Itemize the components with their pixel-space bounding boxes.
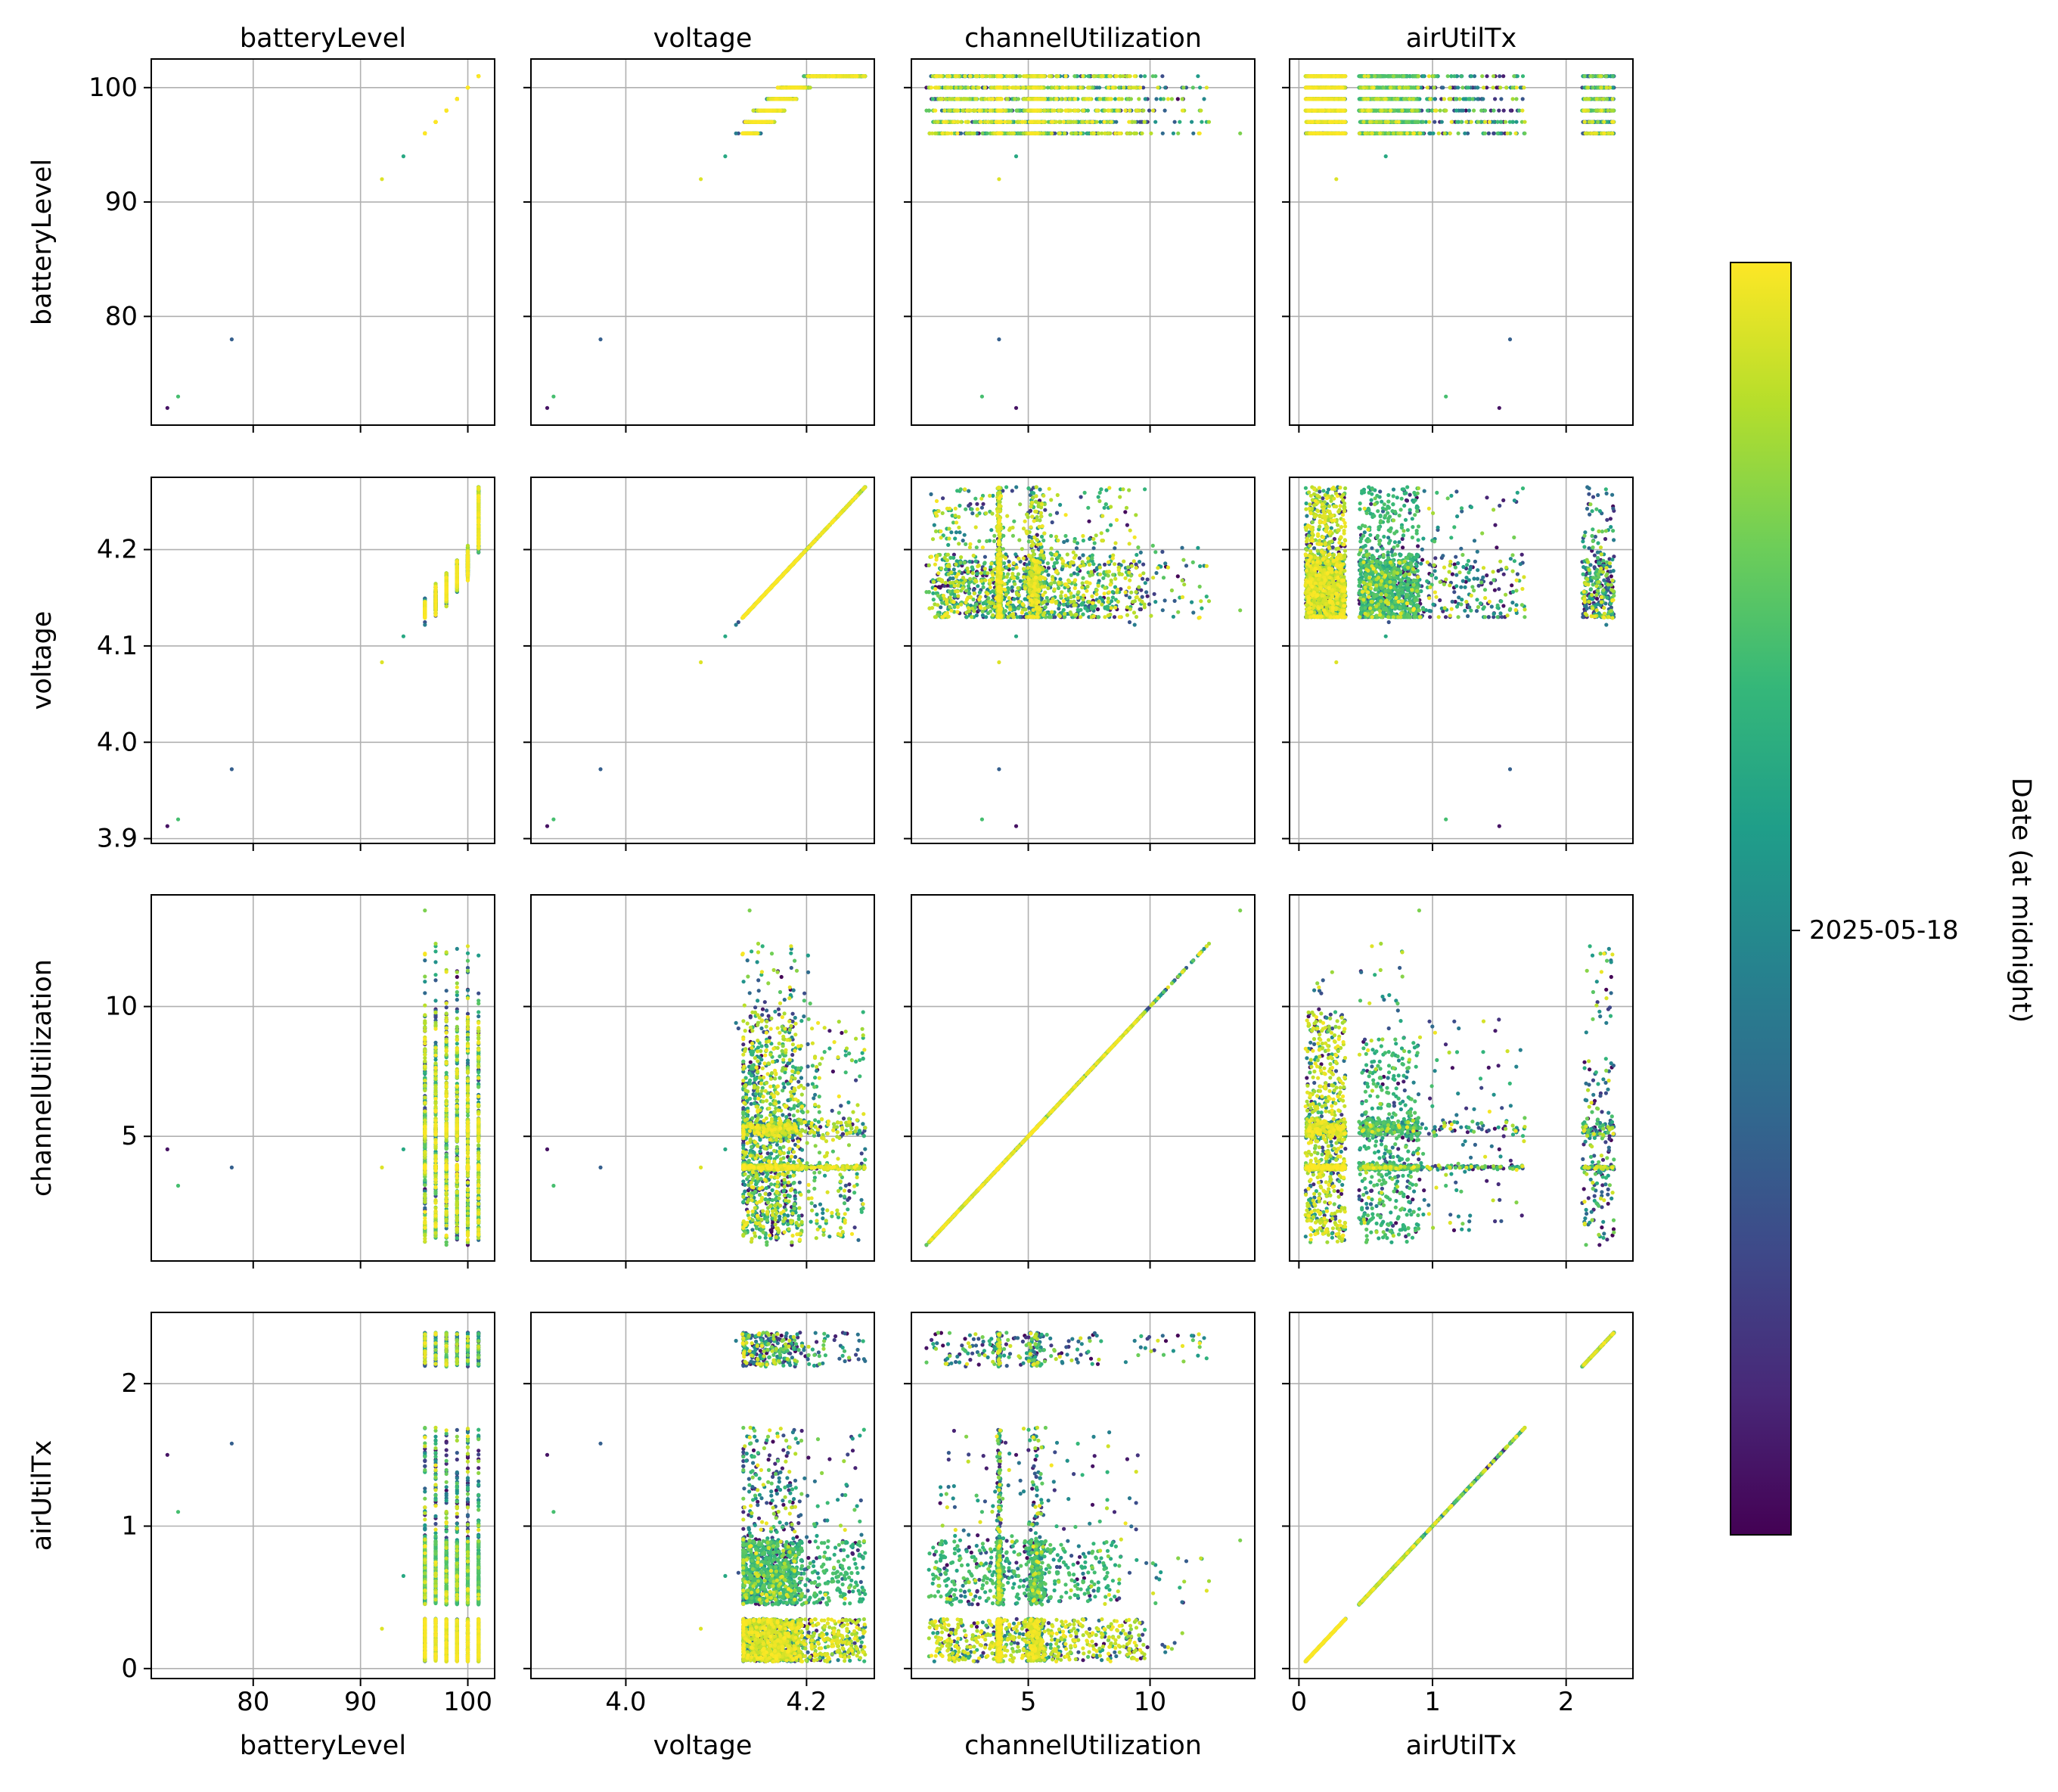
panel-batteryLevel-vs-voltage: voltage (523, 23, 875, 433)
scatter-point (444, 108, 449, 113)
scatter-point (734, 131, 738, 135)
column-title: batteryLevel (240, 23, 406, 54)
y-tick-label: 80 (105, 301, 138, 331)
panel-frame (151, 58, 495, 426)
scatter-point (455, 97, 459, 101)
gridlines (151, 59, 495, 425)
scatter-point (545, 405, 550, 410)
y-tick-label: 100 (88, 73, 138, 103)
panel-batteryLevel-vs-batteryLevel: 80 90 100 batteryLevel batteryLevel (27, 23, 495, 433)
scatter-point (175, 394, 181, 399)
scatter-point (465, 85, 470, 90)
scatter-point (423, 131, 427, 135)
scatter-points (545, 74, 868, 410)
scatter-point (401, 154, 406, 159)
scatter-point (380, 177, 384, 182)
scatter-point (551, 394, 556, 399)
y-axis-label: batteryLevel (27, 159, 57, 325)
scatter-point (723, 154, 728, 159)
gridlines (531, 59, 874, 425)
scatter-point (598, 337, 603, 342)
scatter-point (476, 74, 481, 79)
y-tick-label: 90 (105, 187, 138, 217)
scatter-points (165, 74, 481, 410)
scatter-point (165, 405, 169, 410)
scatter-point (229, 337, 234, 342)
scatter-point (433, 120, 438, 124)
scatter-point (802, 74, 806, 79)
